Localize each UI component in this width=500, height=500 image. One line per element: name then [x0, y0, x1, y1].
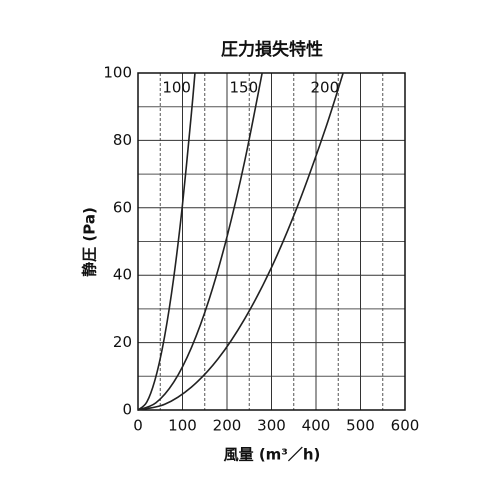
chart-title: 圧力損失特性	[221, 39, 323, 60]
x-tick-label: 300	[257, 417, 286, 435]
x-axis-label: 風量 (m³／h)	[224, 446, 321, 464]
x-tick-label: 200	[213, 417, 242, 435]
x-tick-label: 600	[391, 417, 420, 435]
series-label: 200	[311, 79, 340, 97]
x-tick-label: 500	[346, 417, 375, 435]
x-tick-label: 0	[133, 417, 143, 435]
y-tick-label: 80	[113, 131, 132, 149]
x-tick-label: 100	[168, 417, 197, 435]
series-label: 150	[230, 79, 259, 97]
line	[137, 72, 263, 411]
y-tick-label: 100	[103, 64, 132, 82]
plot-frame	[137, 72, 406, 411]
line	[137, 72, 196, 411]
y-tick-label: 0	[122, 401, 132, 419]
x-tick-label: 400	[302, 417, 331, 435]
y-tick-label: 40	[113, 266, 132, 284]
y-tick-label: 60	[113, 198, 132, 216]
line	[137, 72, 344, 411]
y-axis-label: 静圧 (Pa)	[81, 207, 99, 277]
series-label: 100	[162, 79, 191, 97]
y-tick-label: 20	[113, 333, 132, 351]
